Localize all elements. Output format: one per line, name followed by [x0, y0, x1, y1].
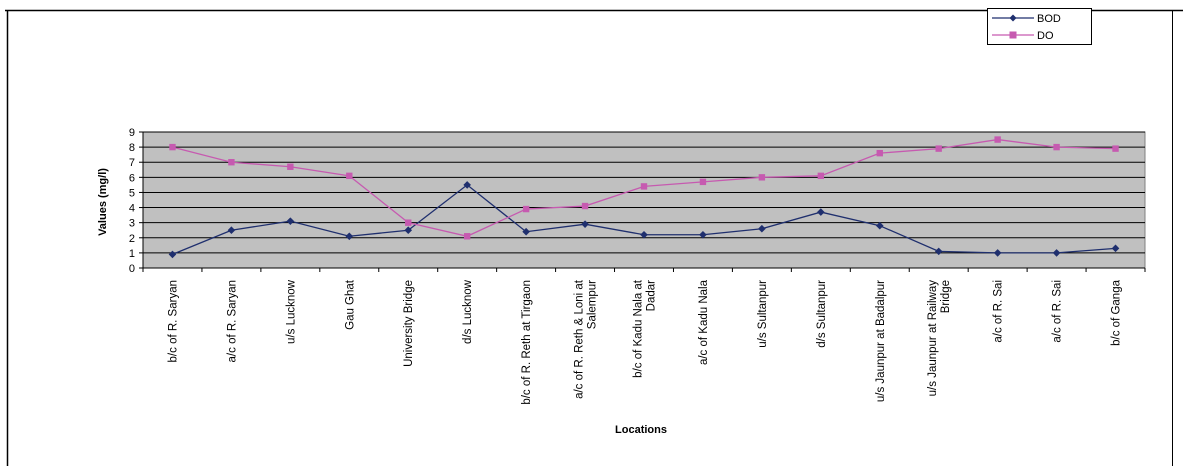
y-tick-label-8: 8 — [129, 142, 135, 154]
point-bod-3 — [345, 232, 354, 241]
point-bod-10 — [758, 224, 766, 233]
x-tick-label-0: b/c of R. Saryan — [167, 280, 179, 362]
point-do-14 — [994, 136, 1001, 143]
point-do-10 — [758, 174, 766, 181]
x-tick-label-line: a/c of R. Sai — [1052, 280, 1064, 343]
point-bod-1 — [227, 226, 236, 235]
point-bod-12 — [875, 221, 884, 230]
point-bod-0 — [168, 250, 177, 259]
x-tick-label-line: a/c of R. Reth & Loni at — [574, 279, 586, 399]
x-tick-label-10: u/s Sultanpur — [757, 280, 769, 348]
x-tick-label-9: a/c of Kadu Nala — [698, 279, 710, 365]
point-bod-14 — [993, 249, 1002, 257]
y-tick-label-3: 3 — [129, 218, 135, 230]
x-tick-label-7: a/c of R. Reth & Loni atSalempur — [574, 279, 599, 399]
x-tick-label-line: a/c of R. Sai — [993, 280, 1005, 343]
x-tick-label-8: b/c of Kadu Nala atDadar — [633, 279, 658, 378]
x-axis-title: Locations — [615, 424, 667, 436]
x-tick-label-14: a/c of R. Sai — [993, 280, 1005, 343]
point-bod-11 — [817, 208, 825, 216]
y-tick-label-7: 7 — [129, 157, 135, 169]
point-do-11 — [817, 172, 825, 180]
point-do-6 — [522, 205, 530, 213]
x-tick-label-line: University Bridge — [403, 280, 415, 367]
x-tick-label-5: d/s Lucknow — [462, 279, 474, 344]
legend-bod-label: BOD — [1037, 13, 1061, 25]
x-tick-label-line: Dadar — [646, 280, 658, 311]
plot-area — [142, 131, 1146, 269]
legend-do-marker — [1009, 31, 1017, 39]
point-do-13 — [935, 145, 942, 152]
x-tick-label-line: b/c of R. Saryan — [167, 280, 179, 362]
legend-box — [987, 8, 1092, 45]
x-tick-label-3: Gau Ghat — [344, 279, 356, 330]
x-tick-label-line: b/c of R. Reth at Tirgaon — [521, 280, 533, 405]
point-bod-6 — [522, 227, 530, 236]
x-tick-label-line: u/s Jaunpur at Railway — [927, 280, 939, 397]
legend-bod-marker — [1009, 14, 1017, 22]
x-tick-label-2: u/s Lucknow — [285, 279, 297, 344]
point-do-5 — [463, 233, 471, 240]
x-tick-label-11: d/s Sultanpur — [816, 280, 828, 348]
x-tick-label-line: d/s Lucknow — [462, 279, 474, 344]
x-tick-label-line: d/s Sultanpur — [816, 280, 828, 348]
x-tick-label-4: University Bridge — [403, 280, 415, 367]
y-axis-title: Values (mg/l) — [97, 168, 109, 236]
point-bod-5 — [463, 181, 471, 189]
legend-do-label: DO — [1037, 30, 1054, 42]
x-tick-label-line: u/s Jaunpur at Badalpur — [875, 280, 887, 402]
y-tick-label-1: 1 — [129, 248, 135, 260]
point-do-0 — [169, 143, 176, 151]
point-do-16 — [1112, 145, 1119, 152]
x-tick-label-line: a/c of R. Saryan — [226, 280, 238, 362]
x-tick-label-12: u/s Jaunpur at Badalpur — [875, 280, 887, 402]
point-bod-8 — [640, 230, 648, 239]
point-do-2 — [287, 163, 294, 170]
point-do-8 — [640, 183, 648, 190]
x-tick-label-13: u/s Jaunpur at RailwayBridge — [927, 280, 952, 397]
y-tick-label-0: 0 — [129, 263, 135, 275]
x-tick-label-line: Gau Ghat — [344, 279, 356, 330]
point-do-3 — [346, 172, 353, 180]
x-tick-label-line: a/c of Kadu Nala — [698, 279, 710, 365]
point-bod-7 — [581, 220, 589, 228]
x-tick-label-line: b/c of Kadu Nala at — [633, 279, 645, 378]
y-tick-label-4: 4 — [129, 203, 135, 215]
x-tick-label-line: Salempur — [587, 280, 599, 329]
point-do-1 — [228, 159, 235, 166]
x-tick-label-line: u/s Sultanpur — [757, 280, 769, 348]
x-tick-label-line: Bridge — [940, 280, 952, 313]
legend: BOD DO — [987, 8, 1092, 45]
point-bod-15 — [1052, 249, 1061, 257]
point-bod-16 — [1111, 244, 1120, 253]
point-do-4 — [405, 219, 412, 226]
y-tick-label-2: 2 — [129, 233, 135, 245]
point-do-9 — [699, 178, 707, 186]
y-tick-label-5: 5 — [129, 187, 135, 199]
x-tick-label-line: u/s Lucknow — [285, 279, 297, 344]
y-tick-label-9: 9 — [129, 127, 135, 139]
x-tick-label-6: b/c of R. Reth at Tirgaon — [521, 280, 533, 405]
point-do-7 — [581, 202, 589, 210]
x-tick-label-line: b/c of Ganga — [1111, 279, 1123, 345]
x-tick-label-1: a/c of R. Saryan — [226, 280, 238, 362]
point-do-12 — [876, 149, 883, 157]
point-bod-2 — [286, 217, 295, 225]
point-bod-9 — [699, 230, 707, 239]
y-tick-label-6: 6 — [129, 172, 135, 184]
x-tick-label-16: b/c of Ganga — [1111, 279, 1123, 345]
point-bod-13 — [934, 247, 943, 256]
x-tick-label-15: a/c of R. Sai — [1052, 280, 1064, 343]
point-bod-4 — [404, 226, 413, 235]
point-do-15 — [1053, 143, 1060, 151]
